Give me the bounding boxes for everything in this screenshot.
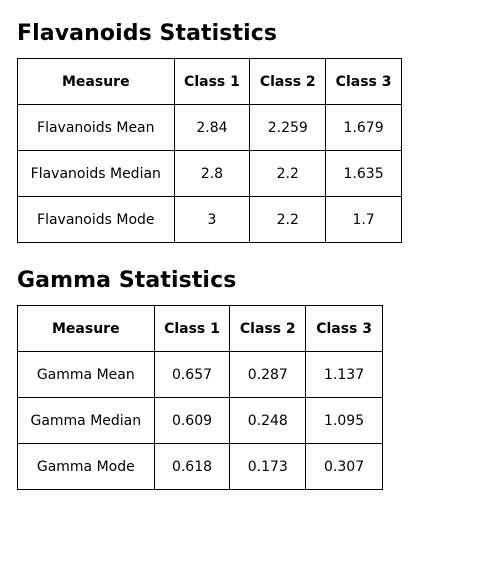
table-cell: 1.095 xyxy=(306,398,383,444)
table-row: Flavanoids Mode 3 2.2 1.7 xyxy=(18,197,402,243)
column-header: Class 1 xyxy=(154,306,230,352)
flavanoids-table: Measure Class 1 Class 2 Class 3 Flavanoi… xyxy=(17,58,402,243)
column-header: Measure xyxy=(18,306,155,352)
table-cell: 0.287 xyxy=(230,352,306,398)
table-cell: 1.137 xyxy=(306,352,383,398)
table-cell: 1.635 xyxy=(326,151,402,197)
table-header-row: Measure Class 1 Class 2 Class 3 xyxy=(18,306,383,352)
table-row: Flavanoids Mean 2.84 2.259 1.679 xyxy=(18,105,402,151)
table-cell: Gamma Median xyxy=(18,398,155,444)
table-cell: 1.7 xyxy=(326,197,402,243)
gamma-title: Gamma Statistics xyxy=(17,268,383,294)
table-cell: 2.2 xyxy=(250,197,326,243)
table-cell: 2.8 xyxy=(174,151,250,197)
table-cell: 0.618 xyxy=(154,444,230,490)
column-header: Class 2 xyxy=(230,306,306,352)
table-cell: Flavanoids Median xyxy=(18,151,175,197)
table-cell: 0.657 xyxy=(154,352,230,398)
table-cell: 2.2 xyxy=(250,151,326,197)
table-cell: Flavanoids Mean xyxy=(18,105,175,151)
table-cell: 2.84 xyxy=(174,105,250,151)
table-cell: 1.679 xyxy=(326,105,402,151)
column-header: Class 1 xyxy=(174,59,250,105)
gamma-section: Gamma Statistics Measure Class 1 Class 2… xyxy=(17,268,383,490)
column-header: Class 3 xyxy=(326,59,402,105)
table-cell: 0.248 xyxy=(230,398,306,444)
table-row: Gamma Mode 0.618 0.173 0.307 xyxy=(18,444,383,490)
table-row: Gamma Median 0.609 0.248 1.095 xyxy=(18,398,383,444)
column-header: Measure xyxy=(18,59,175,105)
table-cell: 3 xyxy=(174,197,250,243)
flavanoids-title: Flavanoids Statistics xyxy=(17,21,402,47)
table-header-row: Measure Class 1 Class 2 Class 3 xyxy=(18,59,402,105)
table-cell: 0.173 xyxy=(230,444,306,490)
table-cell: Flavanoids Mode xyxy=(18,197,175,243)
table-cell: 0.307 xyxy=(306,444,383,490)
table-cell: 0.609 xyxy=(154,398,230,444)
table-cell: Gamma Mean xyxy=(18,352,155,398)
column-header: Class 2 xyxy=(250,59,326,105)
column-header: Class 3 xyxy=(306,306,383,352)
flavanoids-section: Flavanoids Statistics Measure Class 1 Cl… xyxy=(17,21,402,243)
table-row: Flavanoids Median 2.8 2.2 1.635 xyxy=(18,151,402,197)
gamma-table: Measure Class 1 Class 2 Class 3 Gamma Me… xyxy=(17,305,383,490)
table-row: Gamma Mean 0.657 0.287 1.137 xyxy=(18,352,383,398)
table-cell: 2.259 xyxy=(250,105,326,151)
table-cell: Gamma Mode xyxy=(18,444,155,490)
